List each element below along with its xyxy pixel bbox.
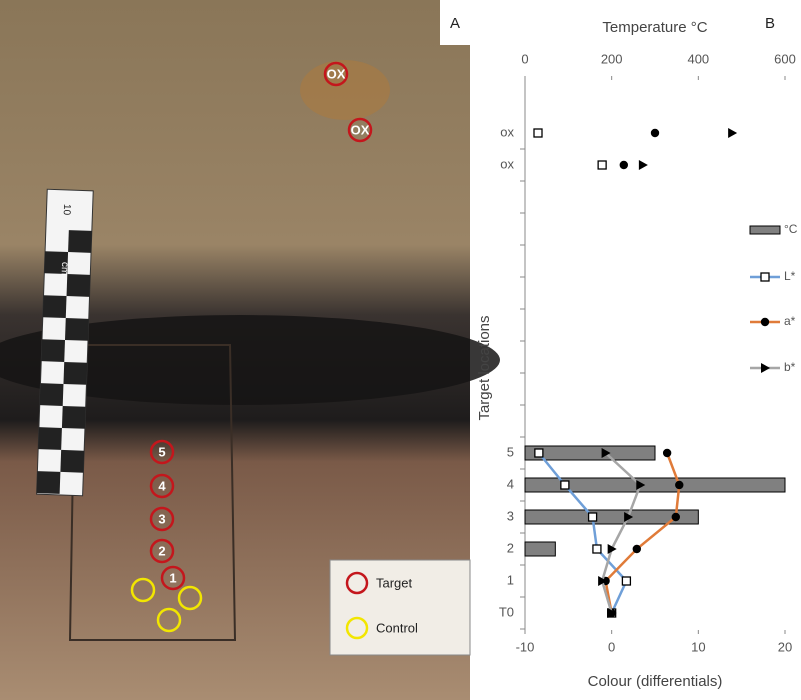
target-circles	[149, 61, 373, 591]
marker	[592, 544, 602, 554]
bar	[524, 541, 556, 557]
marker	[587, 512, 598, 522]
photo-legend	[329, 559, 471, 656]
marker	[632, 544, 641, 554]
x-tick-label: 20	[778, 639, 792, 654]
y-tick-label: 2	[507, 540, 514, 555]
marker	[534, 448, 544, 458]
y-tick-label: 5	[507, 444, 514, 459]
x-tick-label: 10	[691, 639, 705, 654]
x2-tick-label: 200	[601, 51, 623, 66]
photo: 10 cm OX OX 5 4 3 2 1 Target Control A	[0, 0, 500, 700]
legend-target: Target	[376, 575, 413, 590]
marker	[761, 363, 770, 373]
bottom-axis-title: Colour (differentials)	[588, 673, 723, 690]
legend-target-swatch	[345, 571, 369, 595]
legend-control-swatch	[345, 616, 369, 640]
marker-label: 1	[169, 570, 176, 585]
legend-label: a*	[784, 314, 796, 328]
ruler-checks: 10 cm	[36, 204, 92, 494]
marker-label: 2	[158, 543, 165, 558]
legend-label: L*	[784, 269, 796, 283]
marker	[650, 128, 660, 138]
marker	[624, 512, 634, 522]
panel-label: A	[450, 15, 460, 32]
ruler-label: 10	[61, 204, 72, 216]
x-tick-label: 0	[608, 639, 615, 654]
marker	[533, 128, 543, 138]
y-tick-label: T0	[499, 604, 514, 619]
panel-label: B	[765, 15, 775, 32]
marker	[598, 576, 608, 586]
bar	[524, 477, 786, 493]
y-axis-title: Target locations	[476, 315, 493, 420]
ruler-unit: cm	[59, 262, 70, 276]
y-tick-label: 3	[507, 508, 514, 523]
top-axis-title: Temperature °C	[602, 19, 707, 36]
x-tick-label: -10	[516, 639, 535, 654]
marker	[621, 576, 632, 586]
control-circles	[130, 577, 203, 633]
marker	[619, 160, 628, 170]
marker	[675, 480, 684, 490]
legend-control: Control	[376, 620, 418, 635]
marker-label: OX	[327, 66, 346, 81]
marker-label: 5	[158, 444, 165, 459]
y-tick-label: 1	[507, 572, 514, 587]
x2-tick-label: 400	[687, 51, 709, 66]
panel-label-box	[440, 0, 470, 45]
marker	[671, 512, 680, 522]
line	[600, 452, 642, 614]
marker	[636, 480, 646, 490]
marker	[662, 448, 672, 458]
legend-swatch	[749, 225, 781, 235]
bar	[524, 445, 656, 461]
marker-label: OX	[351, 122, 370, 137]
marker	[638, 160, 648, 170]
x2-tick-label: 0	[521, 51, 528, 66]
marker	[560, 480, 570, 490]
oxidised-patch	[300, 60, 390, 120]
line	[604, 452, 681, 614]
cut-outline	[68, 344, 237, 641]
bar	[524, 509, 699, 525]
y-tick-label: ox	[500, 124, 514, 139]
marker	[607, 608, 617, 618]
marker	[728, 128, 738, 138]
marker-label: 4	[158, 478, 166, 493]
legend-label: b*	[784, 360, 796, 374]
marker	[601, 448, 611, 458]
marker-label: 3	[158, 511, 165, 526]
charcoal-layer	[0, 315, 500, 405]
line	[537, 452, 628, 614]
chart: B Temperature °C Colour (differentials) …	[476, 15, 798, 690]
y-tick-label: ox	[500, 156, 514, 171]
marker	[760, 317, 770, 327]
legend-label: °C	[784, 222, 798, 236]
x2-tick-label: 600	[774, 51, 796, 66]
marker	[760, 272, 770, 282]
marker	[607, 544, 617, 554]
y-tick-label: 4	[507, 476, 514, 491]
marker	[597, 160, 607, 170]
